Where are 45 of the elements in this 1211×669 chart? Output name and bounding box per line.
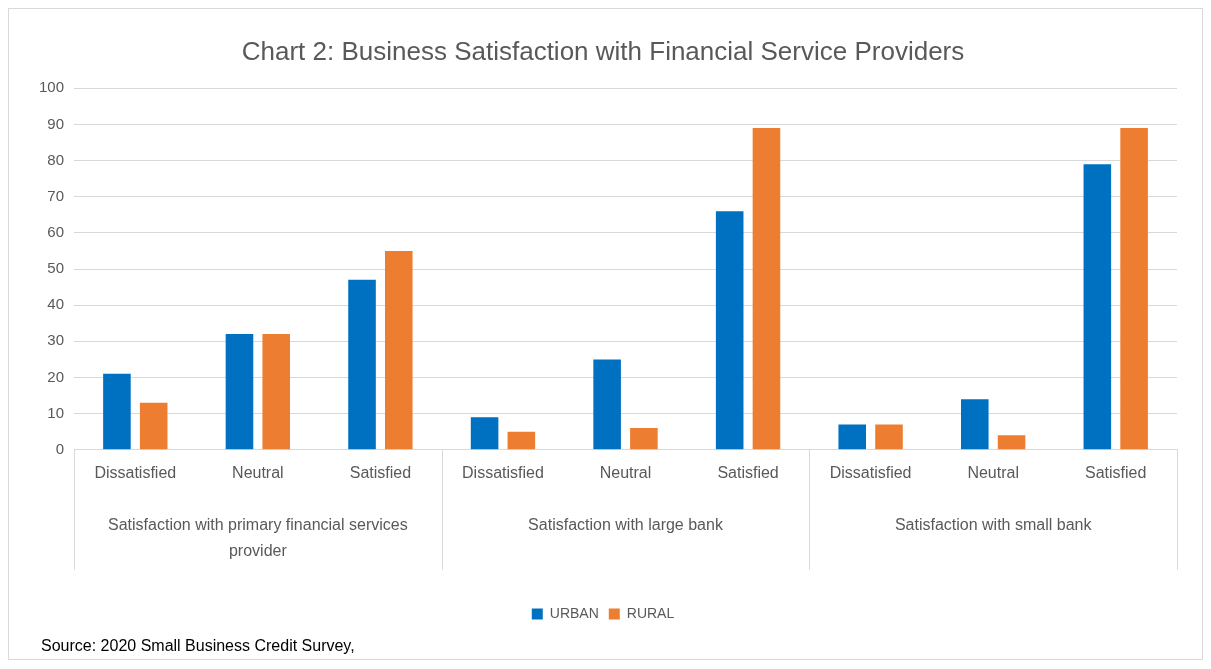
x-tick-label: Satisfied — [1085, 463, 1147, 481]
y-tick-label: 100 — [39, 78, 65, 96]
x-tick-label: Satisfied — [717, 463, 779, 481]
y-tick-label: 70 — [47, 186, 65, 204]
bar — [225, 334, 254, 450]
bar — [630, 428, 658, 450]
bar — [838, 424, 867, 450]
chart-title: Chart 2: Business Satisfaction with Financial Service Providers — [241, 35, 965, 66]
bar — [997, 435, 1026, 450]
y-tick-label: 80 — [47, 150, 65, 168]
bar — [593, 359, 621, 450]
bar — [262, 334, 291, 450]
bar — [1083, 164, 1112, 450]
x-tick-label: Neutral — [599, 463, 652, 481]
y-tick-label: 0 — [55, 439, 65, 457]
bar — [470, 417, 499, 450]
x-tick-label: Dissatisfied — [462, 463, 544, 481]
x-tick-label: Satisfied — [349, 463, 412, 481]
bar — [752, 127, 781, 450]
x-tick-label: Dissatisfied — [829, 463, 912, 481]
y-tick-label: 40 — [47, 295, 65, 313]
y-tick-label: 10 — [47, 403, 65, 421]
bar — [715, 211, 744, 450]
y-tick-label: 30 — [47, 331, 65, 349]
bar — [348, 279, 376, 450]
bar — [139, 402, 168, 450]
x-tick-label: Dissatisfied — [94, 463, 177, 481]
bar — [1120, 127, 1148, 450]
x-tick-label: Neutral — [232, 463, 284, 481]
source-note: Source: 2020 Small Business Credit Survey, — [41, 637, 355, 655]
bar — [507, 431, 536, 450]
y-tick-label: 20 — [47, 367, 65, 385]
legend-label: RURAL — [626, 604, 675, 621]
bar — [875, 424, 903, 450]
text: Satisfaction with large bank — [528, 516, 724, 534]
y-tick-label: 90 — [47, 114, 65, 132]
bar — [103, 373, 131, 450]
bar — [961, 399, 989, 450]
x-tick-label: Neutral — [967, 463, 1019, 481]
text: Satisfaction with small bank — [894, 516, 1093, 534]
y-tick-label: 60 — [47, 222, 65, 240]
bar — [385, 250, 413, 450]
y-tick-label: 50 — [47, 259, 65, 277]
legend-label: URBAN — [549, 604, 599, 621]
text: Satisfaction with primary financial services provider — [108, 516, 408, 560]
